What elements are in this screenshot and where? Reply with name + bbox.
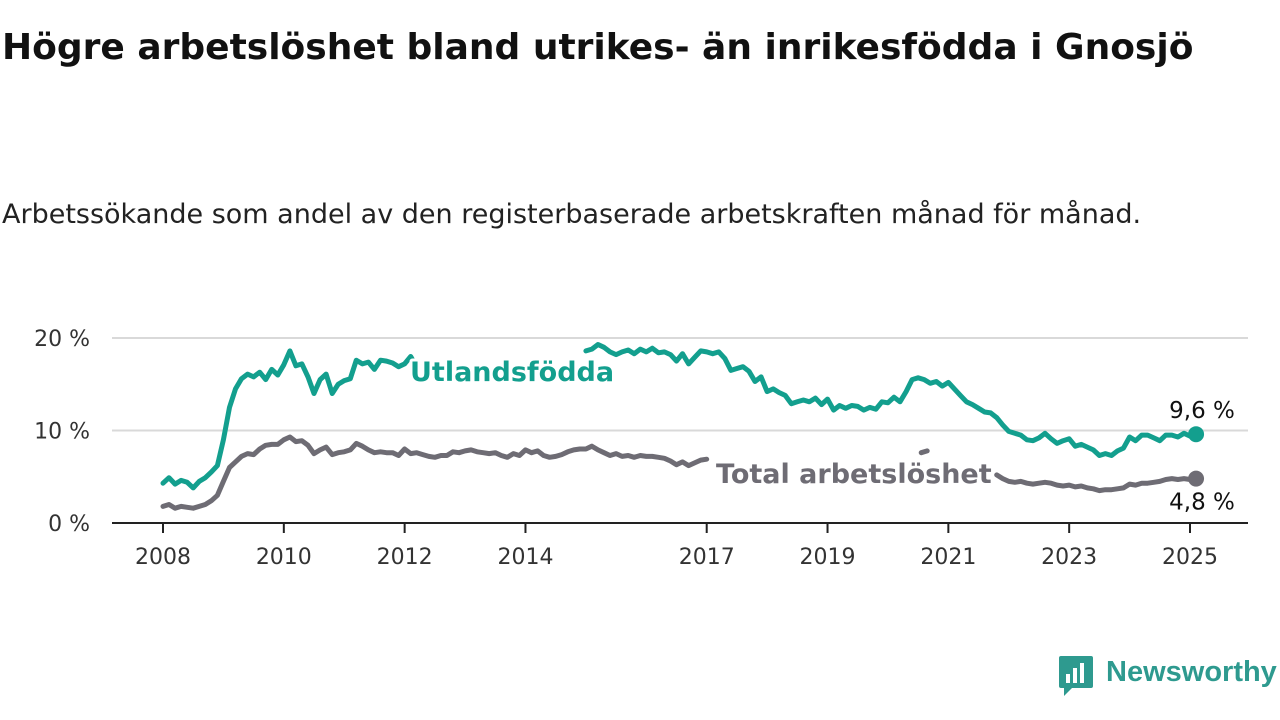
end-value-label-total: 4,8 % xyxy=(1169,490,1235,516)
x-tick-label: 2017 xyxy=(679,545,735,570)
series-label-total: Total arbetslöshet xyxy=(716,459,992,490)
chart-subtitle: Arbetssökande som andel av den registerb… xyxy=(2,199,1142,230)
series-line-total xyxy=(994,472,1199,494)
x-tick-label: 2014 xyxy=(497,545,553,570)
y-tick-label: 20 % xyxy=(34,327,90,352)
series-line-total xyxy=(160,434,710,511)
end-value-label-utlandsfodda: 9,6 % xyxy=(1169,398,1235,424)
x-tick-label: 2023 xyxy=(1041,545,1097,570)
brand-name: Newsworthy xyxy=(1106,656,1277,688)
series-line-utlandsfodda xyxy=(160,348,420,491)
series-line-total xyxy=(918,448,930,456)
end-point-total xyxy=(1188,470,1205,487)
y-tick-label: 10 % xyxy=(34,420,90,445)
bar-chart-speech-bubble-icon xyxy=(1059,656,1093,696)
y-tick-label: 0 % xyxy=(48,512,90,537)
series-label-utlandsfodda: Utlandsfödda xyxy=(410,357,614,388)
x-tick-label: 2010 xyxy=(256,545,312,570)
x-tick-label: 2025 xyxy=(1162,545,1218,570)
end-point-utlandsfodda xyxy=(1188,426,1205,443)
newsworthy-logo[interactable]: Newsworthy xyxy=(1058,654,1280,698)
x-tick-label: 2008 xyxy=(135,545,191,570)
x-tick-label: 2012 xyxy=(377,545,433,570)
series-line-utlandsfodda xyxy=(583,342,1199,458)
x-tick-label: 2019 xyxy=(800,545,856,570)
chart-title: Högre arbetslöshet bland utrikes- än inr… xyxy=(2,27,1194,68)
x-tick-label: 2021 xyxy=(920,545,976,570)
line-chart: 0 % 10 % 20 % 2008 2010 2012 2014 2017 2019 2021 2… xyxy=(34,327,1248,570)
